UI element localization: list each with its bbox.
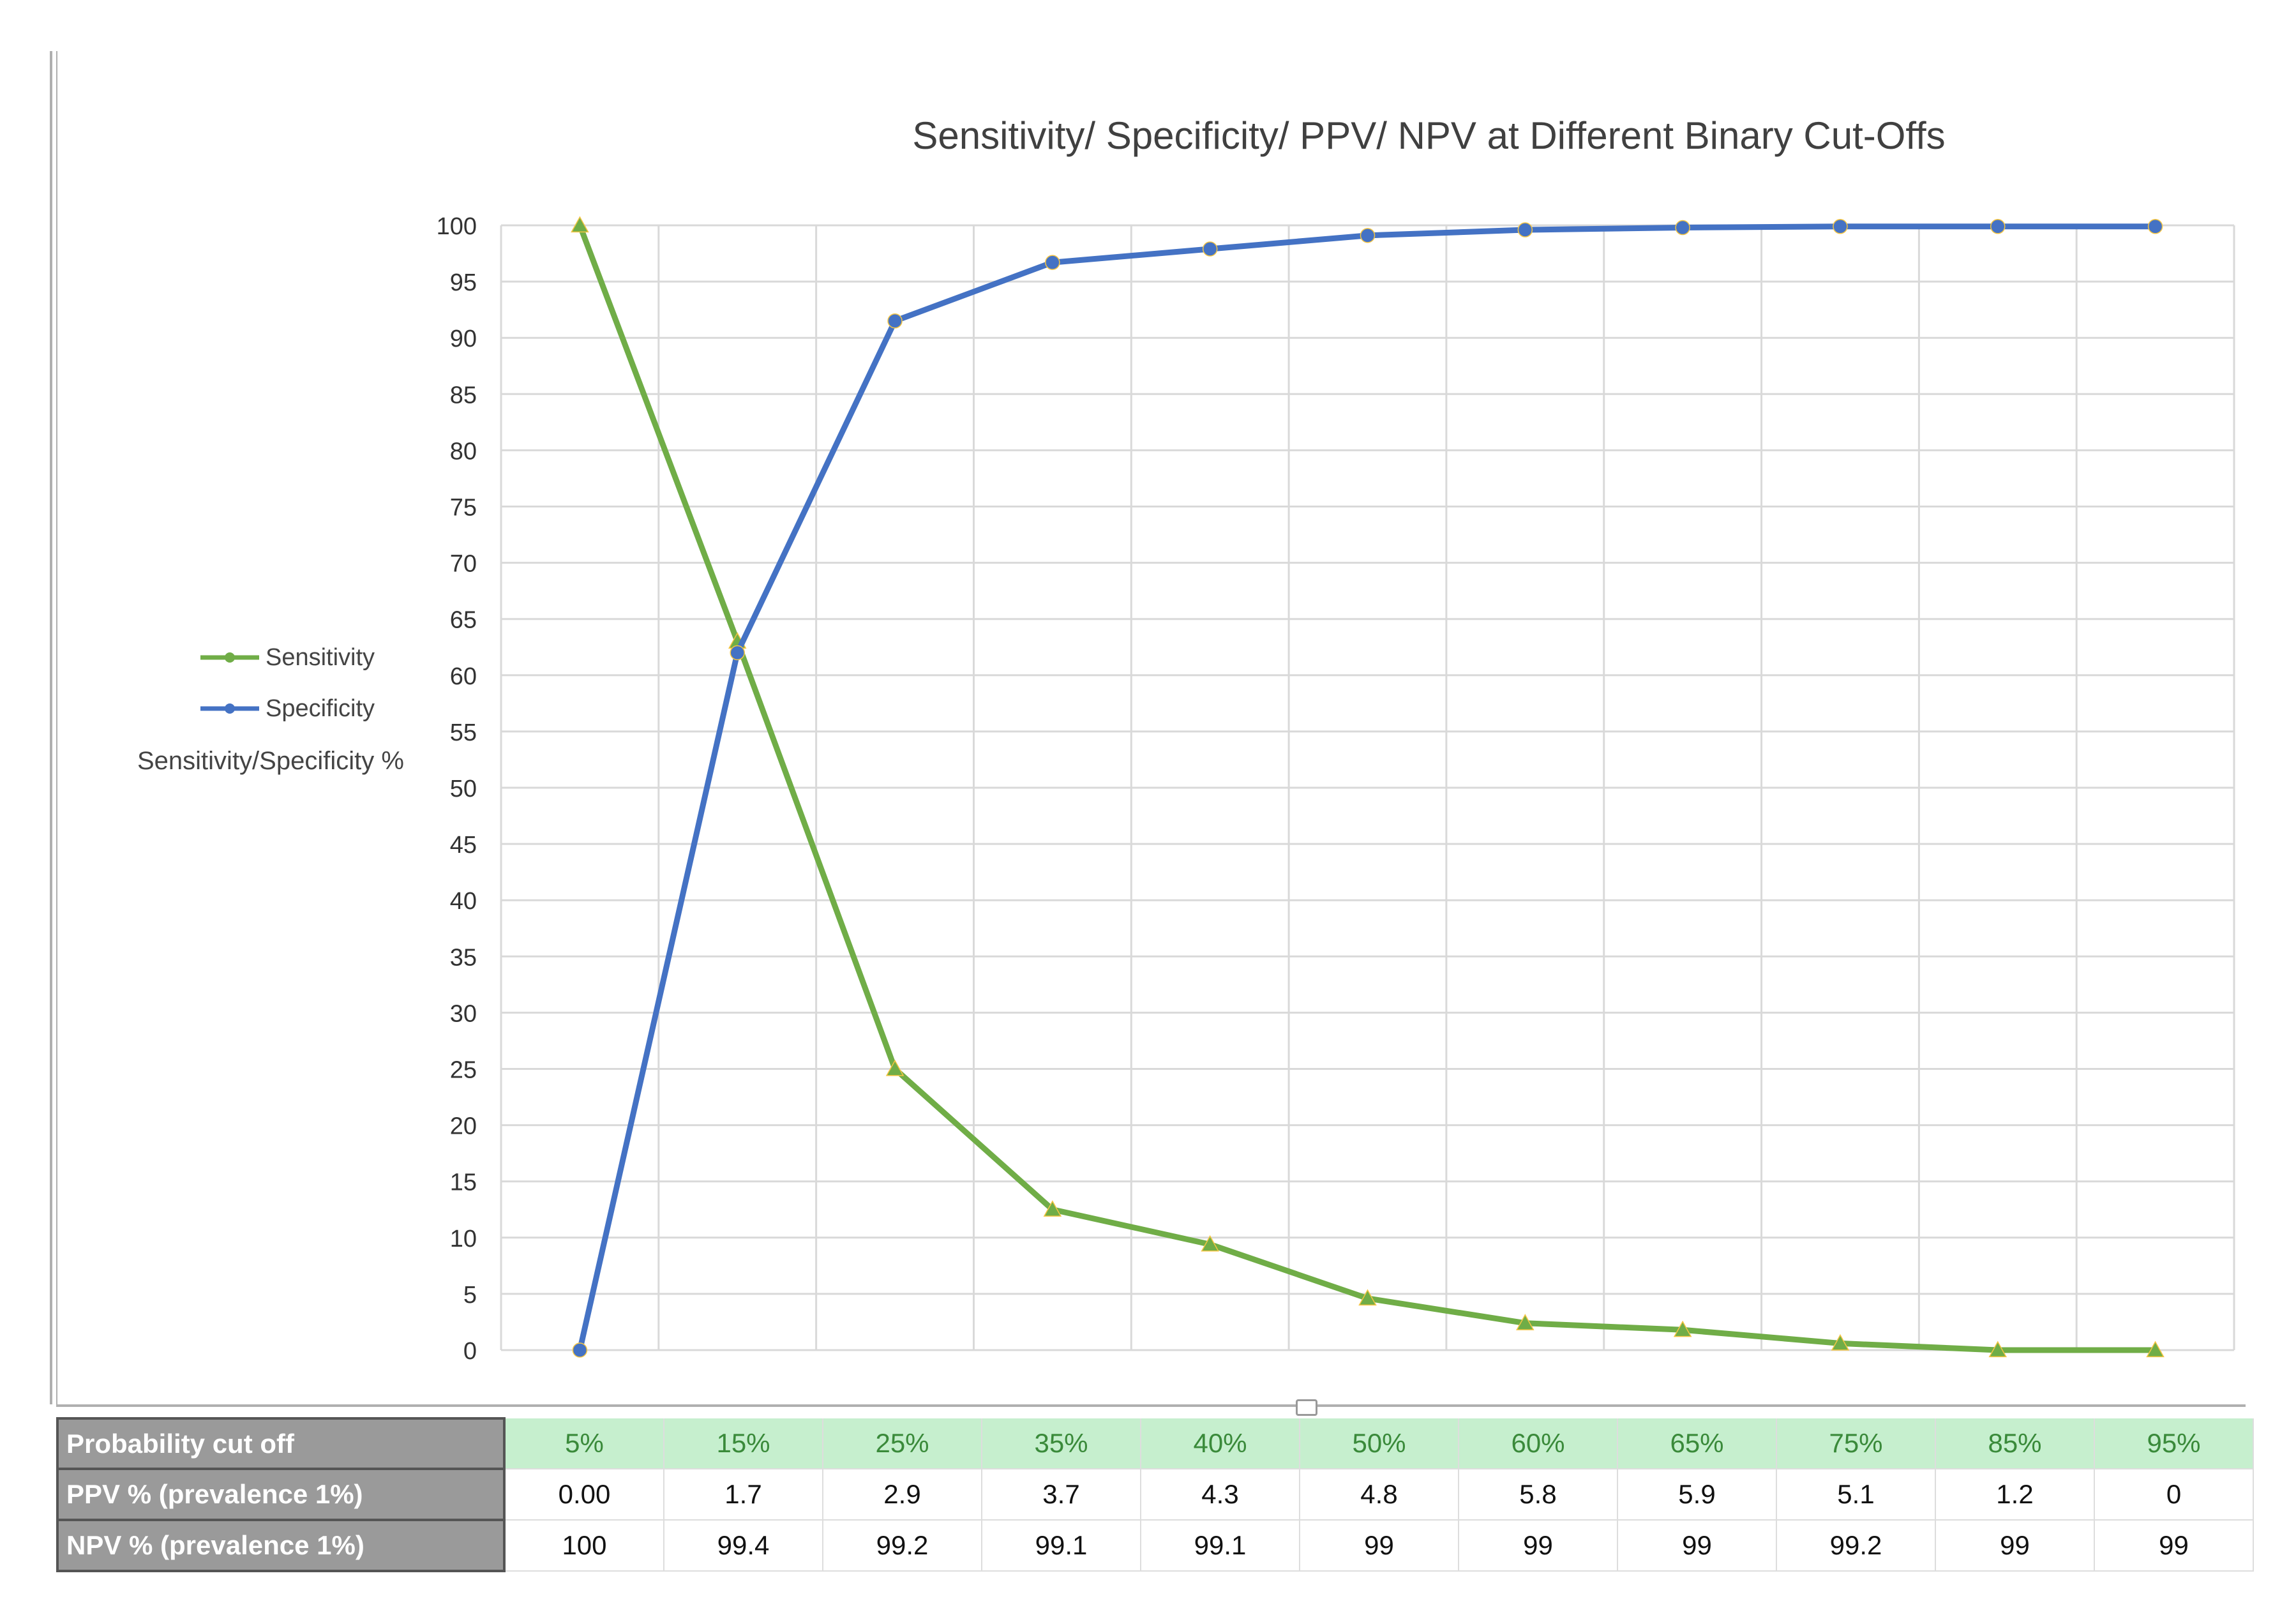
data-point-specificity [1990, 219, 2006, 234]
y-tick-label: 10 [450, 1226, 477, 1252]
left-frame-line-inner [56, 51, 57, 1404]
table-cell: 5.1 [1776, 1469, 1936, 1521]
data-point-sensitivity [885, 1059, 904, 1076]
table-cell: 95% [2094, 1418, 2254, 1469]
chart-plot: 0 5 10 15 20 25 30 35 40 45 50 55 60 65 70 75 80 85 90 95 10… [437, 213, 2235, 1365]
y-tick-label: 80 [450, 438, 477, 465]
data-point-specificity [1202, 241, 1218, 257]
table-cell: 99.2 [1776, 1520, 1936, 1572]
table-cell: 99 [1300, 1520, 1459, 1572]
data-point-sensitivity [2146, 1341, 2165, 1358]
y-tick-label: 45 [450, 832, 477, 859]
data-table: Probability cut off 5% 15% 25% 35% 40% 50% 60% 6… [56, 1417, 2254, 1572]
y-tick-label: 90 [450, 326, 477, 352]
y-tick-label: 85 [450, 382, 477, 409]
y-tick-label: 70 [450, 551, 477, 578]
y-tick-label: 40 [450, 888, 477, 915]
data-point-sensitivity [1516, 1314, 1534, 1330]
data-point-sensitivity [1201, 1235, 1219, 1252]
grid [500, 224, 2235, 1351]
table-cell: 2.9 [823, 1469, 982, 1521]
table-cell: 50% [1300, 1418, 1459, 1469]
y-tick-label: 0 [463, 1338, 477, 1365]
table-row: PPV % (prevalence 1%) 0.00 1.7 2.9 3.7 4.3 4.8… [56, 1468, 2254, 1521]
table-cell: 65% [1617, 1418, 1777, 1469]
data-point-sensitivity [1988, 1341, 2007, 1358]
table-cell: 99 [1617, 1520, 1777, 1572]
table-cell: 99.1 [982, 1520, 1141, 1572]
data-point-sensitivity [571, 216, 589, 233]
data-point-specificity [1675, 220, 1690, 236]
y-tick-label: 30 [450, 1000, 477, 1027]
data-point-specificity [730, 645, 745, 661]
table-cell: 75% [1776, 1418, 1936, 1469]
table-cell: 99.1 [1141, 1520, 1300, 1572]
y-tick-label: 15 [450, 1169, 477, 1196]
y-tick-label: 35 [450, 944, 477, 971]
legend-label-sensitivity: Sensitivity [266, 643, 375, 671]
data-point-specificity [1517, 222, 1533, 237]
series-group [571, 216, 2165, 1358]
y-tick-label: 5 [463, 1282, 477, 1309]
y-tick-label: 20 [450, 1113, 477, 1140]
data-point-sensitivity [1831, 1334, 1850, 1351]
table-cell: 100 [504, 1520, 664, 1572]
table-cell: 5% [504, 1418, 664, 1469]
table-cell: 85% [1935, 1418, 2095, 1469]
y-tick-label: 55 [450, 719, 477, 746]
y-tick-label: 95 [450, 269, 477, 296]
table-cell: 35% [982, 1418, 1141, 1469]
y-tick-label: 50 [450, 776, 477, 802]
table-cell: 99 [2094, 1520, 2254, 1572]
bottom-frame-line [56, 1404, 2246, 1407]
table-row-label: Probability cut off [56, 1417, 506, 1470]
table-cell: 4.8 [1300, 1469, 1459, 1521]
legend-item-specificity: Specificity [198, 683, 375, 734]
data-point-specificity [1045, 255, 1060, 270]
table-cell: 15% [664, 1418, 823, 1469]
y-tick-label: 25 [450, 1057, 477, 1084]
table-cell: 25% [823, 1418, 982, 1469]
data-point-specificity [1360, 228, 1376, 243]
table-cell: 3.7 [982, 1469, 1141, 1521]
legend-swatch-sensitivity [200, 652, 259, 663]
table-cell: 1.7 [664, 1469, 823, 1521]
data-point-specificity [2147, 219, 2163, 234]
resize-handle[interactable] [1296, 1399, 1317, 1416]
table-cell: 0.00 [504, 1469, 664, 1521]
y-tick-label: 100 [437, 213, 477, 240]
table-cell: 40% [1141, 1418, 1300, 1469]
data-point-specificity [887, 313, 903, 329]
chart-title: Sensitivity/ Specificity/ PPV/ NPV at Di… [912, 114, 1946, 157]
table-row: Probability cut off 5% 15% 25% 35% 40% 50% 60% 6… [56, 1417, 2254, 1470]
table-cell: 99.2 [823, 1520, 982, 1572]
table-cell: 5.9 [1617, 1469, 1777, 1521]
left-frame-line [50, 51, 52, 1404]
y-tick-label: 65 [450, 607, 477, 634]
legend-item-sensitivity: Sensitivity [198, 632, 375, 683]
y-tick-label: 75 [450, 495, 477, 522]
legend-label-specificity: Specificity [266, 695, 375, 722]
table-cell: 1.2 [1935, 1469, 2095, 1521]
data-point-sensitivity [1358, 1289, 1377, 1306]
table-row-label: PPV % (prevalence 1%) [56, 1468, 506, 1521]
data-point-sensitivity [1043, 1200, 1062, 1217]
y-axis-title: Sensitivity/Specificity % [137, 747, 404, 775]
data-point-specificity [1833, 219, 1848, 234]
table-cell: 4.3 [1141, 1469, 1300, 1521]
y-tick-label: 60 [450, 663, 477, 690]
table-row: NPV % (prevalence 1%) 100 99.4 99.2 99.1 99.1… [56, 1519, 2254, 1572]
legend: Sensitivity Specificity [198, 632, 375, 734]
table-cell: 99.4 [664, 1520, 823, 1572]
table-cell: 99 [1935, 1520, 2095, 1572]
data-point-sensitivity [1673, 1320, 1692, 1337]
legend-swatch-specificity [200, 703, 259, 714]
y-axis-ticks: 0 5 10 15 20 25 30 35 40 45 50 55 60 65 70 75 80 85 90 95 10… [437, 213, 477, 1365]
table-cell: 5.8 [1459, 1469, 1618, 1521]
table-cell: 0 [2094, 1469, 2254, 1521]
table-cell: 60% [1459, 1418, 1618, 1469]
data-point-specificity [572, 1342, 588, 1358]
table-cell: 99 [1459, 1520, 1618, 1572]
table-row-label: NPV % (prevalence 1%) [56, 1519, 506, 1572]
